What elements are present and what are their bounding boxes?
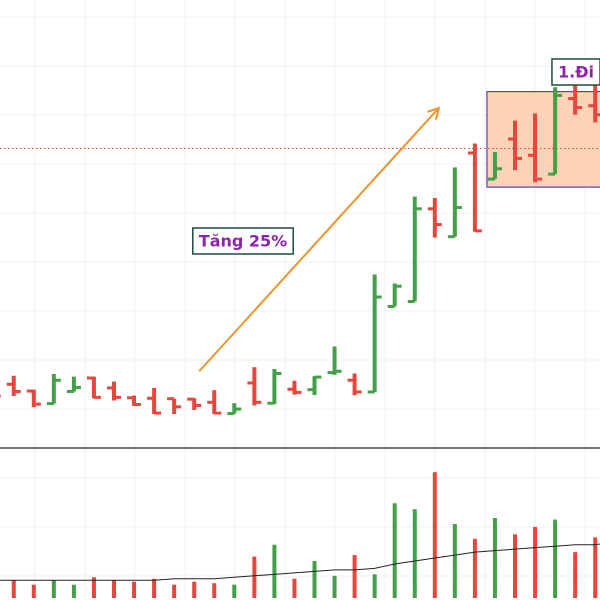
ohlc-bar bbox=[347, 373, 362, 396]
ohlc-bar bbox=[508, 120, 522, 171]
zone-label: 1.Đi bbox=[551, 58, 600, 86]
ohlc-bar bbox=[227, 403, 242, 416]
volume-bar bbox=[412, 509, 417, 598]
volume-bar bbox=[51, 580, 56, 598]
ohlc-bar bbox=[207, 390, 222, 415]
volume-bar bbox=[372, 574, 377, 598]
volume-bar bbox=[452, 524, 457, 598]
volume-bar bbox=[593, 537, 598, 598]
ohlc-bar bbox=[167, 397, 182, 414]
ohlc-bar bbox=[66, 376, 81, 393]
volume-bar bbox=[292, 578, 297, 598]
ohlc-bar bbox=[568, 85, 583, 115]
ohlc-bar bbox=[86, 376, 101, 399]
ohlc-bar bbox=[147, 387, 162, 415]
ohlc-bar bbox=[588, 80, 600, 123]
volume-moving-average-line bbox=[0, 543, 600, 581]
ohlc-bar bbox=[0, 394, 1, 398]
ohlc-bar bbox=[187, 397, 202, 410]
trend-arrow-head bbox=[427, 106, 441, 120]
ohlc-bar bbox=[127, 395, 142, 407]
volume-bars bbox=[11, 472, 598, 598]
volume-bar bbox=[91, 577, 96, 598]
volume-bar bbox=[172, 584, 177, 598]
ohlc-bar bbox=[487, 152, 502, 181]
trend-label-text: Tăng 25% bbox=[199, 232, 287, 251]
ohlc-bar bbox=[427, 198, 442, 238]
ohlc-bar bbox=[327, 346, 342, 375]
volume-bar bbox=[492, 518, 497, 598]
trend-arrow bbox=[198, 106, 441, 372]
volume-bar bbox=[392, 503, 397, 598]
volume-bar bbox=[252, 556, 257, 598]
volume-bar bbox=[513, 534, 517, 598]
volume-bar bbox=[573, 552, 578, 598]
volume-bar bbox=[533, 526, 538, 598]
ohlc-bar bbox=[287, 380, 302, 395]
zone-box bbox=[486, 90, 600, 188]
volume-bar bbox=[212, 583, 217, 598]
volume-bar bbox=[352, 555, 357, 598]
volume-bar bbox=[472, 538, 477, 598]
volume-bar bbox=[11, 580, 16, 598]
volume-bar bbox=[132, 581, 137, 598]
ohlc-bar bbox=[46, 373, 61, 406]
ohlc-bar bbox=[107, 381, 121, 401]
volume-bar bbox=[553, 519, 558, 598]
ohlc-bar bbox=[528, 113, 543, 183]
trend-label-box bbox=[192, 227, 294, 255]
volume-bar bbox=[31, 584, 36, 598]
ohlc-bar bbox=[447, 167, 462, 239]
volume-bar bbox=[432, 472, 437, 598]
ohlc-bar bbox=[548, 87, 563, 176]
zone-label-text: 1.Đi bbox=[558, 63, 594, 82]
volume-bar bbox=[232, 584, 237, 598]
ohlc-bar bbox=[367, 274, 382, 394]
ohlc-bar bbox=[467, 143, 482, 233]
volume-bar bbox=[152, 578, 157, 598]
trend-label: Tăng 25% bbox=[192, 227, 294, 255]
zone-label-box bbox=[551, 58, 600, 86]
trend-arrow-shaft bbox=[198, 107, 440, 372]
ohlc-bar bbox=[267, 369, 282, 405]
ohlc-bar bbox=[247, 367, 262, 406]
volume-bar bbox=[112, 580, 116, 598]
volume-bar bbox=[71, 584, 76, 598]
volume-bar bbox=[332, 575, 337, 598]
ohlc-bar bbox=[407, 196, 422, 303]
volume-bar bbox=[272, 544, 277, 598]
ohlc-bar bbox=[26, 389, 41, 408]
price-bars bbox=[0, 80, 600, 416]
volume-bar bbox=[192, 581, 197, 598]
ohlc-bar bbox=[387, 283, 402, 308]
ohlc-bar bbox=[6, 375, 21, 396]
consolidation-zone bbox=[486, 90, 600, 188]
ohlc-bar bbox=[307, 375, 322, 396]
volume-bar bbox=[312, 561, 317, 598]
